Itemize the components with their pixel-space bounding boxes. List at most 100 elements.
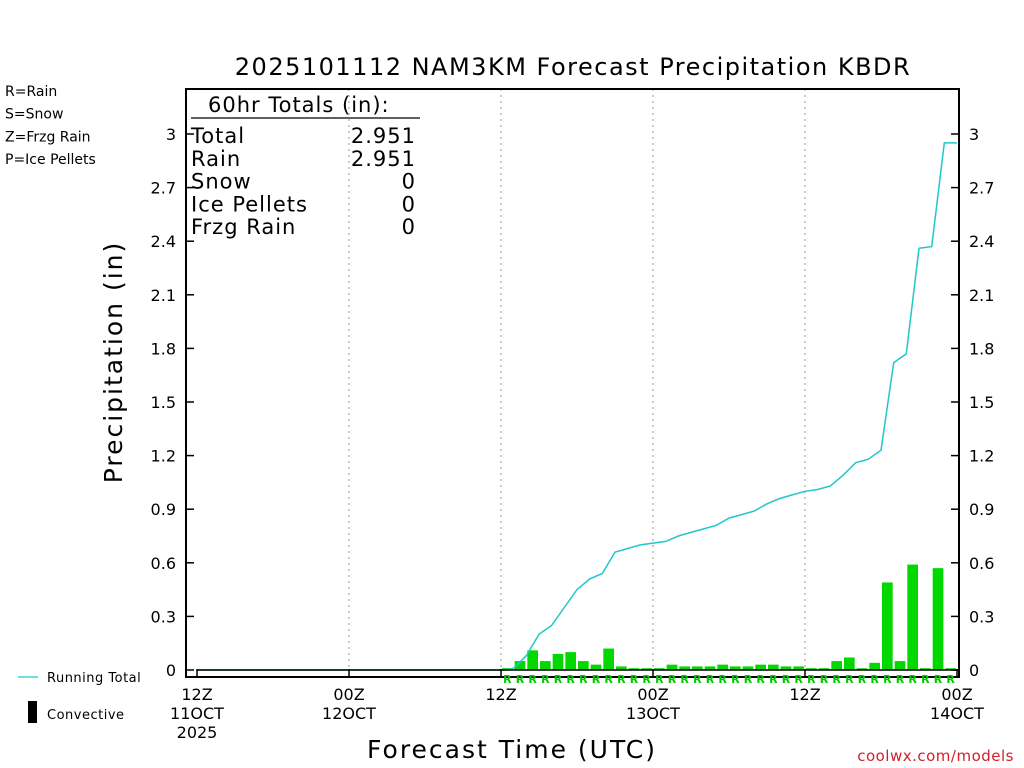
ptype-mark-rain: R: [896, 673, 905, 686]
bar-rain: [578, 661, 589, 670]
y-tick-label-left: 2.7: [151, 179, 176, 198]
ptype-mark-rain: R: [528, 673, 537, 686]
bar-rain: [527, 650, 538, 670]
y-tick-label-left: 1.2: [151, 447, 176, 466]
ptype-mark-rain: R: [579, 673, 588, 686]
x-tick-label: 2025: [177, 723, 218, 742]
ptype-mark-rain: R: [617, 673, 626, 686]
bar-rain: [552, 653, 564, 670]
x-tick-label: 14OCT: [930, 704, 984, 723]
bar-rain: [616, 666, 627, 670]
bar-rain: [945, 668, 956, 670]
ptype-legend-item: Z=Frzg Rain: [5, 129, 91, 145]
ptype-mark-rain: R: [566, 673, 575, 686]
ptype-mark-rain: R: [934, 673, 943, 686]
ptype-mark-rain: R: [706, 673, 715, 686]
totals-row-label: Frzg Rain: [191, 215, 296, 239]
bar-rain: [666, 664, 678, 670]
totals-row-value: 0: [402, 192, 416, 216]
x-tick-label: 12Z: [485, 685, 516, 704]
ptype-mark-rain: R: [858, 673, 867, 686]
ptype-mark-rain: R: [756, 673, 765, 686]
running-total-legend-label: Running Total: [47, 671, 141, 686]
y-tick-label-left: 0.6: [151, 554, 176, 573]
bar-rain: [540, 661, 551, 670]
ptype-mark-rain: R: [921, 673, 930, 686]
ptype-mark-rain: R: [655, 673, 664, 686]
y-tick-label-left: 3: [166, 125, 176, 144]
bar-rain: [692, 666, 703, 670]
x-tick-label: 00Z: [637, 685, 668, 704]
bar-rain: [565, 652, 576, 670]
y-tick-label-right: 3: [969, 125, 979, 144]
y-tick-label-right: 2.7: [969, 179, 994, 198]
y-tick-label-left: 2.4: [151, 232, 176, 251]
y-tick-label-left: 1.5: [151, 393, 176, 412]
grid-lines: [348, 89, 806, 677]
ptype-legend: R=Rain S=Snow Z=Frzg Rain P=Ice Pellets: [5, 84, 96, 168]
y-tick-label-left: 1.8: [151, 339, 176, 358]
y-tick-label-left: 0.9: [151, 500, 176, 519]
totals-row-value: 2.951: [351, 147, 416, 171]
y-tick-label-right: 2.4: [969, 232, 994, 251]
y-tick-label-right: 0: [969, 661, 979, 680]
bar-rain: [920, 668, 931, 670]
y-axis-title: Precipitation (in): [99, 241, 128, 484]
ptype-mark-rain: R: [516, 673, 525, 686]
bar-rain: [768, 664, 779, 670]
x-tick-label: 12Z: [789, 685, 820, 704]
bar-rain: [780, 666, 792, 670]
totals-row-value: 2.951: [351, 124, 416, 148]
x-tick-label: 12Z: [181, 685, 212, 704]
bar-rain: [641, 668, 652, 670]
x-tick-label: 11OCT: [170, 704, 224, 723]
x-tick-label: 13OCT: [626, 704, 680, 723]
bar-rain: [818, 668, 830, 670]
bar-rain: [894, 661, 906, 670]
ptype-mark-rain: R: [845, 673, 854, 686]
ptype-mark-rain: R: [820, 673, 829, 686]
y-tick-label-right: 0.6: [969, 554, 994, 573]
ptype-legend-item: P=Ice Pellets: [5, 152, 96, 168]
ptype-mark-rain: R: [832, 673, 841, 686]
totals-row-label: Snow: [191, 170, 252, 194]
convective-legend-swatch: [28, 701, 37, 723]
credit-text: coolwx.com/models: [857, 747, 1014, 765]
bar-rain: [793, 666, 804, 670]
bar-rain: [730, 666, 741, 670]
ptype-mark-rain: R: [541, 673, 550, 686]
y-tick-label-right: 2.1: [969, 286, 994, 305]
ptype-mark-rain: R: [642, 673, 651, 686]
totals-row-value: 0: [402, 215, 416, 239]
totals-row-label: Ice Pellets: [191, 192, 308, 216]
convective-legend-label: Convective: [47, 708, 125, 723]
totals-box: 60hr Totals (in): Total 2.951 Rain 2.951 Sno…: [190, 93, 420, 239]
ptype-mark-rain: R: [870, 673, 879, 686]
ptype-mark-rain: R: [883, 673, 892, 686]
ptype-mark-rain: R: [807, 673, 816, 686]
ptype-mark-rain: R: [554, 673, 563, 686]
x-axis-title: Forecast Time (UTC): [367, 735, 657, 764]
ptype-mark-rain: R: [744, 673, 753, 686]
bar-rain: [806, 668, 817, 670]
y-tick-label-left: 0.3: [151, 607, 176, 626]
x-tick-label: 00Z: [941, 685, 972, 704]
bar-rain: [844, 657, 855, 670]
bar-rain: [590, 664, 602, 670]
ptype-mark-rain: R: [794, 673, 803, 686]
bar-rain: [882, 582, 893, 670]
ptype-mark-rain: R: [718, 673, 727, 686]
bar-rain: [831, 661, 842, 670]
bar-rain: [628, 668, 640, 670]
ptype-mark-rain: R: [908, 673, 917, 686]
y-tick-label-left: 2.1: [151, 286, 176, 305]
bar-rain: [603, 648, 614, 670]
bar-rain: [679, 666, 690, 670]
bar-rain: [717, 664, 728, 670]
ptype-mark-rain: R: [668, 673, 677, 686]
ptype-mark-rain: R: [769, 673, 778, 686]
ptype-mark-rain: R: [782, 673, 791, 686]
bar-series-rain: [502, 564, 956, 670]
